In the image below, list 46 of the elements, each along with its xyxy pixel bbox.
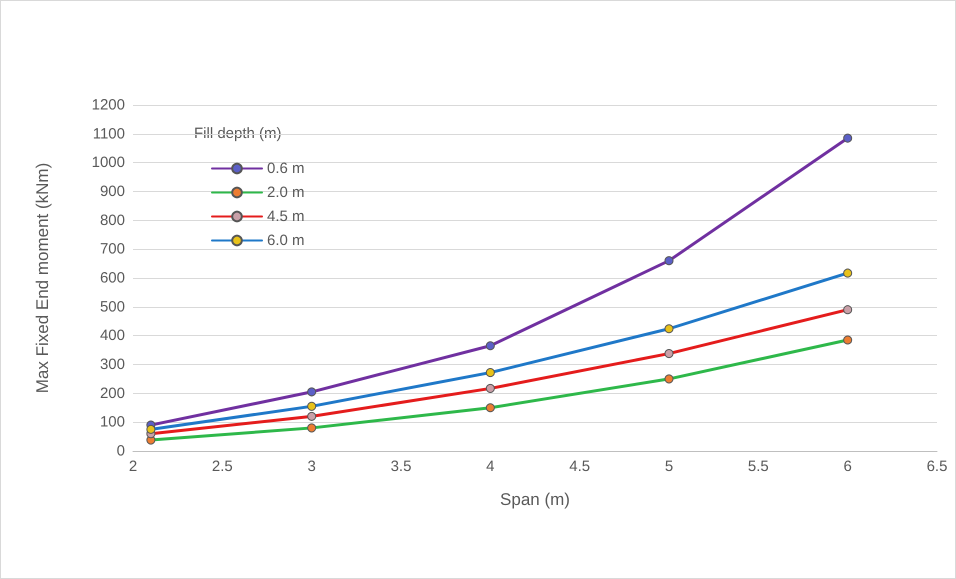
x-tick-label: 5.5: [748, 458, 769, 475]
point: [486, 384, 495, 393]
point: [843, 134, 852, 143]
point: [307, 387, 316, 396]
point: [843, 305, 852, 314]
x-tick-label: 3: [307, 458, 316, 475]
y-tick-label: 1100: [92, 125, 125, 142]
x-tick-label: 2: [128, 458, 138, 475]
point: [843, 268, 852, 278]
y-axis-title: Max Fixed End moment (kNm): [33, 162, 52, 394]
x-tick-label: 3.5: [390, 458, 412, 475]
point: [486, 403, 495, 412]
point: [664, 374, 674, 384]
y-tick-label: 400: [100, 327, 125, 344]
y-tick-label: 1000: [92, 154, 125, 172]
point: [664, 256, 674, 266]
x-tick-label: 4: [486, 458, 495, 475]
y-tick-label: 0: [116, 442, 125, 460]
y-tick-label: 100: [100, 414, 125, 431]
point: [307, 423, 316, 432]
y-tick-label: 800: [100, 212, 125, 229]
x-tick-label: 4.5: [569, 458, 590, 475]
point: [664, 324, 674, 334]
legend-label: 0.6 m: [267, 160, 305, 177]
y-tick-label: 600: [100, 270, 125, 286]
legend-label: 2.0 m: [267, 184, 305, 201]
x-tick-label: 5: [664, 458, 674, 475]
x-axis-title: Span (m): [500, 490, 570, 509]
y-tick-label: 900: [100, 183, 125, 200]
point: [486, 368, 495, 378]
point: [486, 341, 495, 350]
point: [843, 335, 852, 344]
point: [307, 412, 316, 421]
point: [664, 349, 674, 358]
x-tick-label: 6: [843, 458, 852, 475]
y-tick-label: 200: [100, 384, 125, 402]
x-tick-label: 6.5: [926, 458, 948, 475]
y-tick-label: 1200: [92, 96, 125, 114]
y-tick-label: 700: [100, 240, 125, 258]
point: [307, 402, 316, 411]
point: [146, 424, 156, 434]
x-tick-label: 2.5: [212, 458, 233, 475]
legend-label: 4.5 m: [267, 208, 305, 225]
legend-label: 6.0 m: [267, 232, 305, 249]
y-tick-label: 500: [100, 298, 125, 316]
y-tick-label: 300: [100, 356, 125, 373]
